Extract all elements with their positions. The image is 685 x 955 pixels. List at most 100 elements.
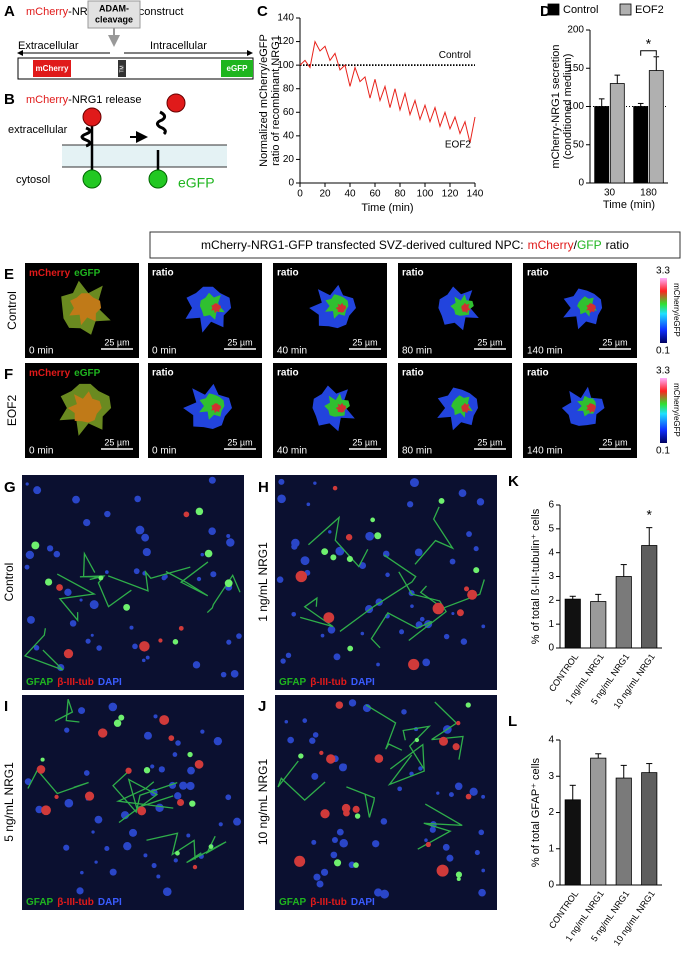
imaging-header-part: GFP [577,238,602,252]
nucleus [104,510,111,518]
stain-micrograph [275,695,497,910]
nucleus [104,845,110,852]
cell [586,403,596,414]
gfap-dot [321,548,329,556]
egfp-label: eGFP [178,175,215,191]
cell [69,293,102,326]
nucleus [312,732,319,738]
x-tick-label: 100 [417,189,434,200]
nucleus [155,803,164,813]
fiber [431,701,464,760]
panel-letter: G [4,479,16,496]
nucleus [233,817,242,826]
y-tick-label: 3 [548,771,554,782]
fiber [387,743,425,786]
y-axis-label: ratio of recombinant NRG1 [270,35,282,166]
tub-cell [36,765,46,774]
y-tick-label: 20 [283,154,295,165]
nucleus [85,638,91,644]
extracellular-label: Extracellular [18,40,79,52]
nucleus [424,838,428,842]
panel-letter: J [258,698,266,715]
stain-legend: GFAP β-III-tub DAPI [26,677,122,688]
nucleus [83,518,91,527]
y-tick-label: 120 [277,36,294,47]
nucleus [143,853,148,858]
y-tick-label: 4 [548,735,554,746]
scale-bar-label: 25 µm [104,337,129,347]
nucleus [320,868,329,876]
tub-cell [84,791,95,801]
fiber [112,770,178,814]
nucleus [27,615,35,624]
panel-letter: H [258,479,269,496]
nucleus [327,625,336,634]
nucleus [300,556,310,566]
nucleus [72,495,80,504]
bar [594,106,610,184]
channel-labels: mCherry eGFP [29,268,101,279]
tub-cell [125,767,132,774]
cell [211,403,221,414]
nucleus [451,611,455,616]
nucleus [53,550,61,558]
x-tick-label: 180 [640,188,657,199]
row-label: EOF2 [5,395,19,427]
scale-bar-label: 25 µm [227,337,252,347]
nucleus [311,772,319,780]
tm-domain [118,60,126,77]
nucleus [179,781,188,790]
colorbar [660,278,667,343]
nucleus [150,764,155,769]
x-tick-label: 80 [394,189,406,200]
imaging-header-part: mCherry [528,238,574,252]
significance-mark: * [646,35,652,51]
nucleus [90,633,94,637]
nucleus [302,718,308,723]
stain-legend-part: DAPI [98,897,122,908]
domain-label: mCherry [36,64,69,73]
tub-cell [319,750,324,756]
nucleus [218,822,223,827]
nucleus [348,699,357,707]
egfp-ball [148,169,168,189]
nucleus [454,782,463,791]
nucleus [285,652,292,659]
nucleus [360,631,365,636]
panel-letter: I [4,698,8,715]
panel-letter: F [4,366,13,383]
ratio-label: ratio [402,268,424,279]
gfap-dot [456,876,461,882]
nucleus [365,531,375,541]
bar [615,576,632,649]
nucleus [46,545,54,552]
tub-cell [98,728,108,738]
gfap-dot [347,645,354,652]
y-tick-label: 1 [548,843,554,854]
scale-bar-label: 25 µm [477,437,502,447]
nucleus [76,887,84,895]
tub-cell [467,589,478,600]
x-tick-label: 120 [442,189,459,200]
legend-swatch [619,3,632,16]
panel-letter: L [508,713,517,730]
tub-cell [436,864,449,877]
cleavage-label: ADAM- [99,3,129,13]
bar [609,83,625,184]
fiber [346,786,376,818]
gfap-dot [353,862,359,868]
nucleus [69,620,77,627]
fiber [54,698,80,723]
series-label: Control [439,50,471,61]
ratio-label: ratio [277,368,299,379]
tub-cell [343,809,350,817]
gfap-dot [208,844,214,849]
bar [633,106,649,184]
nucleus [25,482,29,486]
nucleus [436,791,440,795]
intracellular-label: Intracellular [150,40,207,52]
nucleus [64,798,74,808]
significance-mark: * [647,506,653,522]
gfap-dot [175,850,180,856]
imaging-header-part: / [574,238,578,252]
